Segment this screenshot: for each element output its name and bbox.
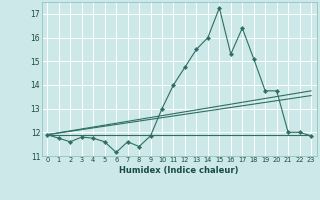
X-axis label: Humidex (Indice chaleur): Humidex (Indice chaleur) bbox=[119, 166, 239, 175]
